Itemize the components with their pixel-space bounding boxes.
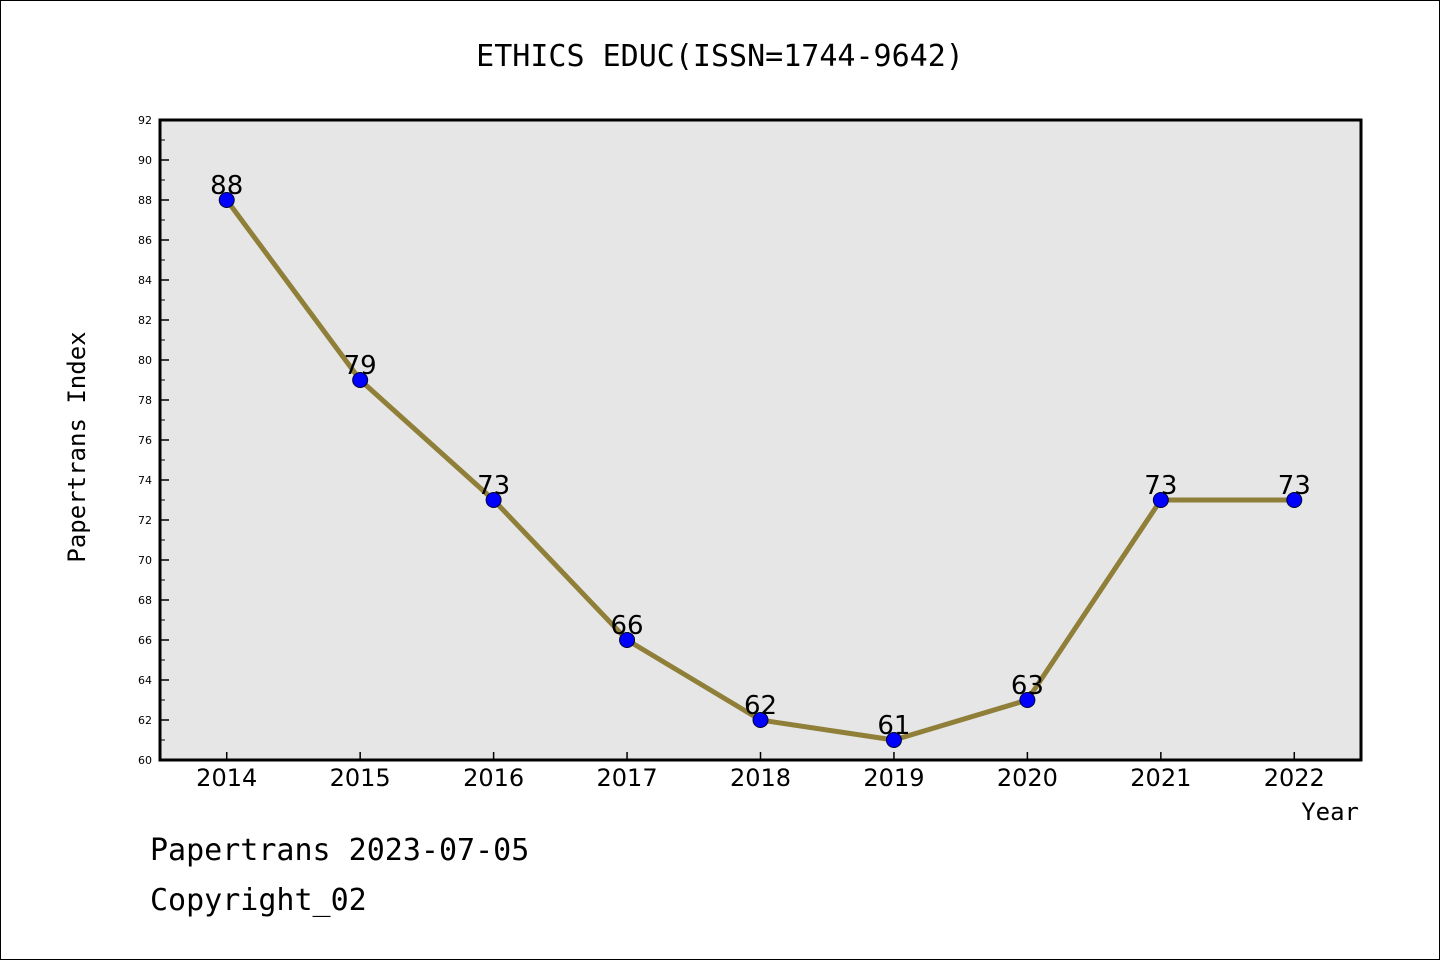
data-label: 61	[877, 711, 910, 741]
data-label: 63	[1011, 671, 1044, 701]
y-tick-label: 84	[138, 274, 152, 287]
y-tick-label: 80	[138, 354, 152, 367]
data-label: 66	[611, 611, 644, 641]
y-tick-label: 70	[138, 554, 152, 567]
data-point	[218, 192, 235, 208]
data-point	[885, 732, 902, 748]
plot-area	[158, 118, 1363, 762]
x-tick-label: 2015	[330, 764, 391, 792]
data-point	[352, 372, 369, 388]
y-tick-label: 90	[138, 154, 152, 167]
x-tick-label: 2018	[730, 764, 791, 792]
y-tick-label: 76	[138, 434, 152, 447]
y-tick-label: 82	[138, 314, 152, 327]
data-label: 73	[1144, 471, 1177, 501]
x-tick-label: 2016	[463, 764, 524, 792]
x-tick-label: 2019	[863, 764, 924, 792]
marker-layer	[218, 192, 1303, 748]
data-point	[485, 492, 502, 508]
data-point	[752, 712, 769, 728]
data-label-layer: 88 79 73 66 62 61 63 73 73	[210, 171, 1311, 741]
x-tick-label: 2014	[196, 764, 257, 792]
data-label: 88	[210, 171, 243, 201]
data-point	[1286, 492, 1303, 508]
footer-date: Papertrans 2023-07-05	[150, 833, 530, 868]
y-axis-ticks: 60 62 64 66 68 70 72 74 76 78 80 82 84 86 88 90 92	[138, 114, 169, 767]
data-label: 79	[344, 351, 377, 381]
data-point	[1152, 492, 1169, 508]
x-axis-ticks: 2014 2015 2016 2017 2018 2019 2020 2021 2022	[196, 752, 1325, 792]
footer-copyright: Copyright_02	[150, 883, 367, 918]
y-tick-label: 74	[138, 474, 152, 487]
y-tick-label: 72	[138, 514, 152, 527]
data-label: 73	[477, 471, 510, 501]
y-tick-label: 92	[138, 114, 152, 127]
y-tick-label: 66	[138, 634, 152, 647]
y-tick-label: 60	[138, 754, 152, 767]
x-tick-label: 2020	[997, 764, 1058, 792]
x-tick-label: 2017	[597, 764, 658, 792]
data-label: 73	[1278, 471, 1311, 501]
x-axis-label: Year	[1301, 798, 1359, 826]
y-tick-label: 88	[138, 194, 152, 207]
y-tick-label: 68	[138, 594, 152, 607]
x-tick-label: 2021	[1130, 764, 1191, 792]
chart-title: ETHICS EDUC(ISSN=1744-9642)	[476, 39, 964, 74]
y-tick-label: 86	[138, 234, 152, 247]
y-axis-label: Papertrans Index	[63, 331, 91, 562]
y-tick-label: 62	[138, 714, 152, 727]
data-point	[619, 632, 636, 648]
y-tick-label: 64	[138, 674, 152, 687]
x-tick-label: 2022	[1264, 764, 1325, 792]
data-point	[1019, 692, 1036, 708]
data-label: 62	[744, 691, 777, 721]
y-tick-label: 78	[138, 394, 152, 407]
